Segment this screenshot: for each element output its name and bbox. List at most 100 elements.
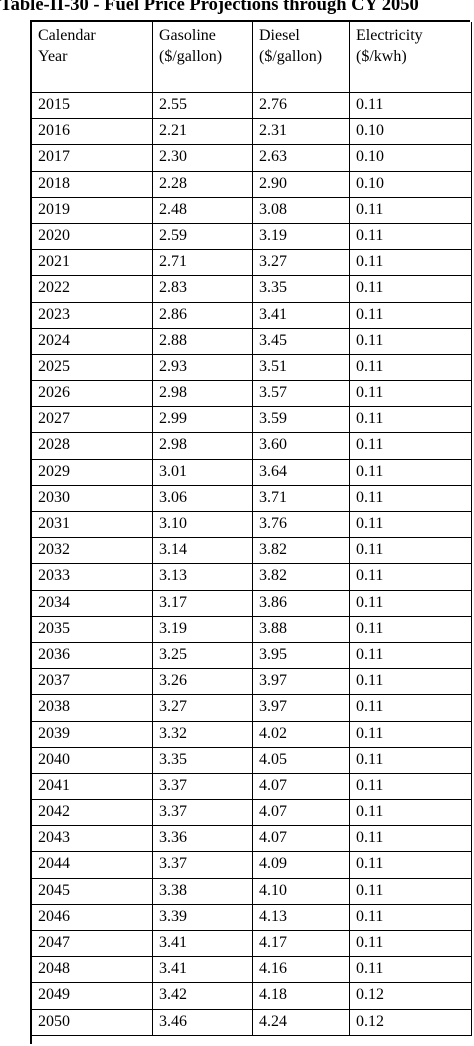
diesel-cell: 3.27	[253, 250, 350, 277]
year-cell: 2037	[32, 669, 153, 696]
electricity-cell: 0.11	[350, 512, 472, 539]
year-cell: 2019	[32, 197, 153, 224]
diesel-cell: 3.51	[253, 354, 350, 382]
year-cell: 2034	[32, 590, 153, 617]
diesel-cell: 2.63	[253, 145, 350, 172]
year-cell: 2041	[32, 773, 153, 801]
diesel-cell: 4.09	[253, 852, 350, 879]
gasoline-cell: 3.32	[153, 721, 253, 748]
year-cell: 2028	[32, 433, 153, 460]
gasoline-cell: 2.93	[153, 354, 253, 382]
electricity-cell: 0.11	[350, 616, 472, 643]
diesel-cell: 4.07	[253, 773, 350, 801]
year-cell: 2045	[32, 878, 153, 905]
electricity-cell: 0.11	[350, 564, 472, 591]
electricity-cell: 0.11	[350, 773, 472, 801]
year-cell: 2032	[32, 538, 153, 565]
gasoline-cell: 3.10	[153, 512, 253, 539]
header-line: ($/gallon)	[259, 48, 323, 65]
gasoline-cell: 3.42	[153, 983, 253, 1010]
year-cell: 2029	[32, 459, 153, 486]
diesel-cell: 4.24	[253, 1009, 350, 1036]
electricity-cell: 0.11	[350, 302, 472, 329]
diesel-cell: 3.08	[253, 197, 350, 224]
diesel-cell: 4.17	[253, 931, 350, 958]
gasoline-cell: 2.98	[153, 381, 253, 408]
diesel-cell: 3.57	[253, 381, 350, 408]
electricity-cell: 0.10	[350, 119, 472, 146]
gasoline-cell: 2.55	[153, 93, 253, 120]
electricity-cell: 0.11	[350, 957, 472, 984]
header-line: Year	[38, 48, 68, 65]
electricity-cell: 0.11	[350, 590, 472, 617]
year-cell: 2039	[32, 721, 153, 748]
diesel-cell: 3.60	[253, 433, 350, 460]
header-line: ($/kwh)	[356, 48, 407, 65]
diesel-cell: 3.97	[253, 669, 350, 696]
electricity-cell: 0.11	[350, 433, 472, 460]
year-cell: 2044	[32, 852, 153, 879]
diesel-cell: 3.76	[253, 512, 350, 539]
electricity-cell: 0.11	[350, 747, 472, 774]
year-cell: 2040	[32, 747, 153, 774]
gasoline-cell: 3.37	[153, 773, 253, 801]
electricity-cell: 0.11	[350, 904, 472, 931]
year-cell: 2031	[32, 512, 153, 539]
gasoline-cell: 2.98	[153, 433, 253, 460]
diesel-cell: 4.07	[253, 800, 350, 827]
gasoline-cell: 2.21	[153, 119, 253, 146]
diesel-cell: 2.76	[253, 93, 350, 120]
header-electricity: Electricity ($/kwh)	[350, 22, 472, 93]
electricity-cell: 0.11	[350, 852, 472, 879]
gasoline-cell: 3.38	[153, 878, 253, 905]
header-gasoline: Gasoline ($/gallon)	[153, 22, 253, 93]
year-cell: 2016	[32, 119, 153, 146]
electricity-cell: 0.11	[350, 800, 472, 827]
year-cell: 2018	[32, 171, 153, 198]
diesel-cell: 3.82	[253, 564, 350, 591]
gasoline-cell: 3.26	[153, 669, 253, 696]
gasoline-cell: 2.83	[153, 276, 253, 303]
electricity-cell: 0.11	[350, 826, 472, 853]
electricity-cell: 0.11	[350, 642, 472, 670]
diesel-cell: 3.19	[253, 223, 350, 251]
diesel-cell: 3.88	[253, 616, 350, 643]
year-cell: 2026	[32, 381, 153, 408]
year-cell: 2017	[32, 145, 153, 172]
electricity-cell: 0.11	[350, 538, 472, 565]
gasoline-cell: 3.14	[153, 538, 253, 565]
gasoline-cell: 2.86	[153, 302, 253, 329]
year-cell: 2048	[32, 957, 153, 984]
diesel-cell: 4.05	[253, 747, 350, 774]
gasoline-cell: 3.37	[153, 852, 253, 879]
year-cell: 2020	[32, 223, 153, 251]
gasoline-cell: 3.19	[153, 616, 253, 643]
electricity-cell: 0.11	[350, 381, 472, 408]
diesel-cell: 4.18	[253, 983, 350, 1010]
electricity-cell: 0.11	[350, 407, 472, 434]
gasoline-cell: 2.99	[153, 407, 253, 434]
year-cell: 2042	[32, 800, 153, 827]
electricity-cell: 0.11	[350, 328, 472, 355]
header-calendar-year: Calendar Year	[32, 22, 153, 93]
year-cell: 2030	[32, 485, 153, 512]
fuel-price-table: Calendar Year Gasoline ($/gallon) Diesel ($…	[30, 20, 472, 1044]
electricity-cell: 0.10	[350, 145, 472, 172]
diesel-cell: 3.35	[253, 276, 350, 303]
diesel-cell: 3.86	[253, 590, 350, 617]
electricity-cell: 0.11	[350, 721, 472, 748]
diesel-cell: 3.64	[253, 459, 350, 486]
year-cell: 2036	[32, 642, 153, 670]
diesel-cell: 3.82	[253, 538, 350, 565]
gasoline-cell: 3.41	[153, 957, 253, 984]
year-cell: 2038	[32, 695, 153, 722]
electricity-cell: 0.11	[350, 197, 472, 224]
gasoline-cell: 3.13	[153, 564, 253, 591]
gasoline-cell: 2.59	[153, 223, 253, 251]
header-line: Electricity	[356, 27, 423, 44]
electricity-cell: 0.11	[350, 931, 472, 958]
gasoline-cell: 3.25	[153, 642, 253, 670]
year-cell: 2022	[32, 276, 153, 303]
table-title: Table-II-30 - Fuel Price Projections thr…	[0, 0, 419, 15]
gasoline-cell: 3.27	[153, 695, 253, 722]
